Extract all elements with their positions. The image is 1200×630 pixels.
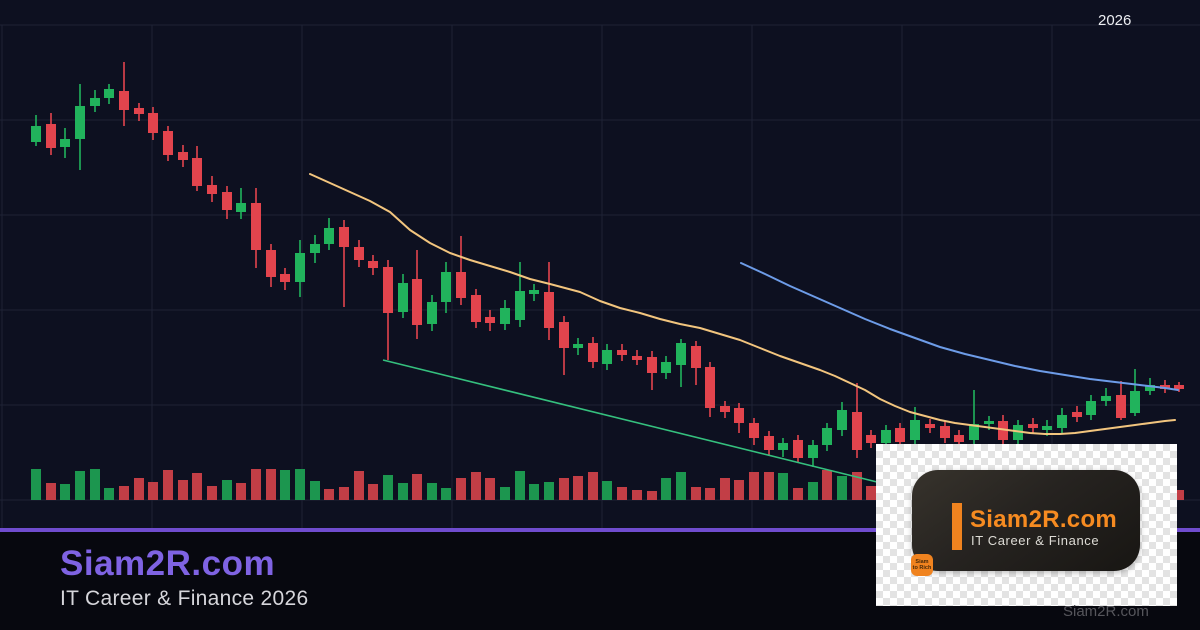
logo-card-subtitle: IT Career & Finance [971, 533, 1100, 548]
badge-line1: Siam [915, 558, 929, 565]
brand-accent-bar-icon [952, 503, 962, 550]
brand-subtitle: IT Career & Finance 2026 [60, 587, 309, 610]
siam-to-rich-badge-icon: Siam to Rich [911, 554, 933, 576]
logo-card: Siam2R.com IT Career & Finance [912, 470, 1140, 571]
brand-title: Siam2R.com [60, 544, 276, 583]
watermark-text: Siam2R.com [1063, 603, 1149, 620]
badge-line2: to Rich [912, 565, 932, 571]
transparency-checkerboard: Siam2R.com IT Career & Finance Siam to R… [876, 444, 1177, 606]
year-label: 2026 [1098, 12, 1132, 29]
logo-card-title: Siam2R.com [970, 506, 1118, 533]
